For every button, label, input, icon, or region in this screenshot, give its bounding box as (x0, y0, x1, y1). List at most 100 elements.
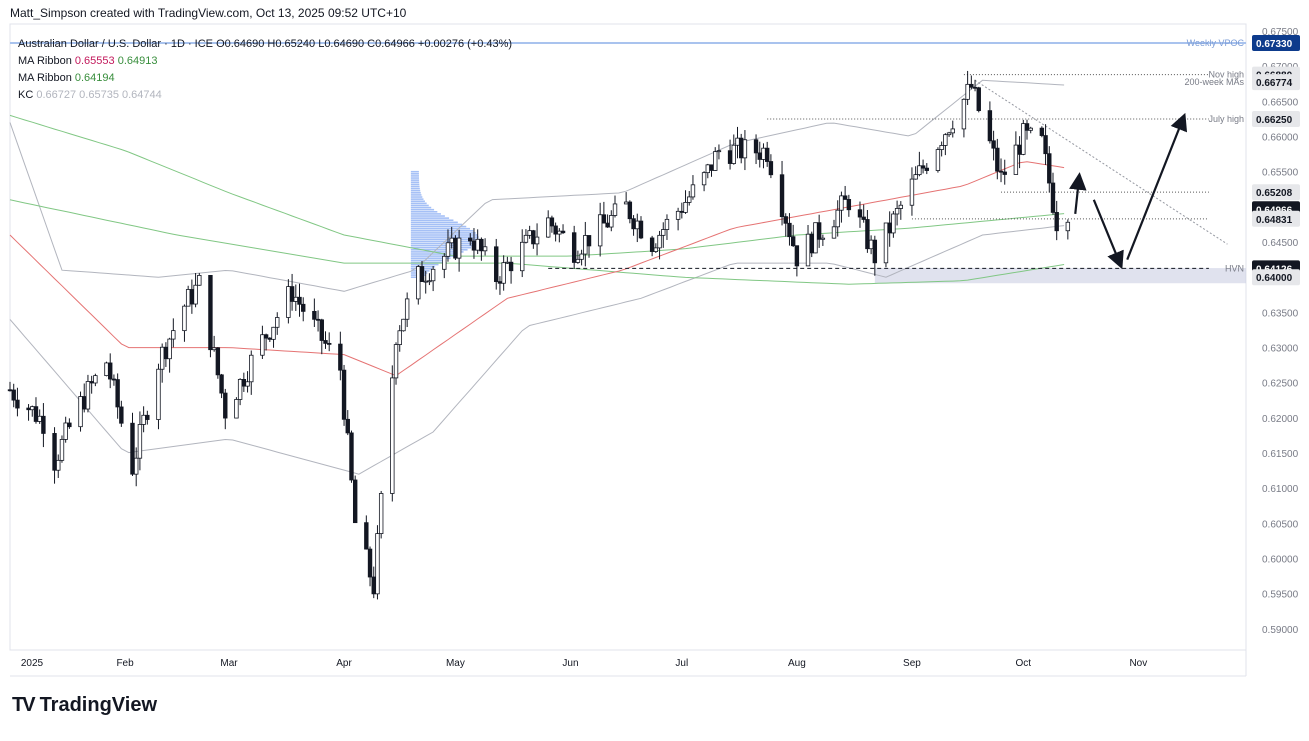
candle-body (683, 202, 688, 213)
candle-body (661, 229, 666, 236)
candle-body (67, 422, 72, 428)
candle-body (891, 213, 896, 234)
candle-body (991, 140, 996, 149)
candle-body (59, 439, 65, 461)
kc-value-3: 0.64744 (122, 89, 162, 101)
candle-body (223, 392, 228, 419)
candle-body (571, 232, 577, 263)
candle-body (237, 379, 243, 400)
volume-profile-bar (410, 177, 420, 179)
x-tick-label: 2025 (21, 658, 44, 669)
candle-body (30, 406, 35, 411)
volume-profile-bar (410, 259, 447, 262)
x-tick-label: Jun (562, 658, 578, 669)
candle-body (286, 286, 291, 318)
candle-body (416, 266, 421, 300)
volume-profile-bar (410, 211, 438, 213)
brand-name: TradingView (39, 694, 158, 716)
volume-profile-bar (410, 217, 450, 219)
x-tick-label: Sep (903, 658, 921, 669)
y-tick-label: 0.64500 (1262, 238, 1299, 249)
candle-body (364, 522, 369, 550)
candle-body (779, 174, 785, 218)
candle-body (241, 379, 247, 387)
candle-body (393, 344, 399, 379)
candle-body (761, 147, 766, 160)
candle-body (375, 533, 380, 595)
candle-body (211, 347, 217, 351)
candle-body (260, 334, 265, 356)
candle-body (482, 246, 488, 252)
volume-profile-bar (410, 204, 429, 207)
y-tick-label: 0.65500 (1262, 168, 1299, 179)
candle-body (1039, 127, 1045, 136)
candle-body (638, 220, 644, 239)
symbol-title[interactable]: Australian Dollar / U.S. Dollar · 1D · I… (18, 38, 213, 50)
kc-upper-line (9, 79, 1065, 292)
candle-body (842, 195, 848, 200)
y-tick-label: 0.59500 (1262, 590, 1299, 601)
candle-body (1028, 127, 1033, 131)
volume-profile-bar (410, 206, 432, 209)
candle-body (193, 284, 198, 305)
volume-profile-bar (410, 236, 479, 238)
volume-profile-bar (410, 227, 470, 230)
legend-kc[interactable]: KC 0.66727 0.65735 0.64744 (18, 87, 512, 104)
candle-body (215, 347, 221, 376)
y-tick-label: 0.62000 (1262, 414, 1299, 425)
candle-body (33, 406, 39, 422)
candle-body (846, 199, 852, 211)
candle-body (713, 151, 718, 171)
legend-ma-ribbon-2[interactable]: MA Ribbon 0.64194 (18, 70, 512, 87)
ohlc-values: O0.64690 H0.65240 L0.64690 C0.64966 +0.0… (216, 38, 513, 50)
legend-ma-ribbon-1[interactable]: MA Ribbon 0.65553 0.64913 (18, 53, 512, 70)
candle-body (182, 305, 187, 332)
y-tick-label: 0.66000 (1262, 133, 1299, 144)
candle-body (690, 184, 696, 198)
volume-profile-bar (410, 223, 463, 226)
candle-body (378, 493, 384, 534)
price-label-value: 0.66774 (1256, 78, 1293, 89)
candle-body (731, 144, 736, 164)
candle-body (950, 128, 955, 134)
candle-body (263, 334, 269, 339)
candle-body (1043, 135, 1048, 155)
candle-body (653, 247, 659, 252)
volume-profile-bar (410, 181, 420, 184)
candle-body (816, 222, 822, 240)
candle-body (301, 303, 306, 312)
candle-body (701, 172, 707, 186)
x-tick-label: May (446, 658, 465, 669)
candle-body (312, 310, 317, 320)
candle-body (141, 414, 146, 425)
candle-body (137, 424, 143, 459)
candle-body (297, 296, 302, 305)
candle-body (419, 266, 425, 282)
volume-profile-bar (410, 196, 423, 198)
volume-profile-bar (410, 248, 468, 251)
candle-body (612, 203, 618, 216)
price-label-box (1252, 74, 1300, 91)
projection-arrow (1126, 112, 1188, 261)
candle-body (78, 396, 83, 428)
volume-profile-bar (410, 179, 420, 181)
candle-body (390, 377, 395, 494)
kc-value-2: 0.65735 (79, 89, 119, 101)
price-label-value: 0.66250 (1256, 115, 1293, 126)
candle-body (623, 201, 629, 205)
x-tick-label: Feb (116, 658, 134, 669)
candle-body (315, 318, 321, 321)
x-tick-label: Mar (220, 658, 238, 669)
candle-body (1054, 212, 1059, 232)
candle-body (494, 246, 499, 283)
price-label-value: 0.65208 (1256, 188, 1293, 199)
candle-body (857, 209, 863, 218)
legend-symbol-row: Australian Dollar / U.S. Dollar · 1D · I… (18, 36, 512, 53)
kc-label: KC (18, 89, 34, 101)
ma-ribbon-1-value-1: 0.65553 (74, 55, 115, 67)
tradingview-brand[interactable]: TV TradingView (12, 694, 157, 717)
hvn-zone (874, 268, 1246, 284)
candle-body (527, 230, 532, 236)
